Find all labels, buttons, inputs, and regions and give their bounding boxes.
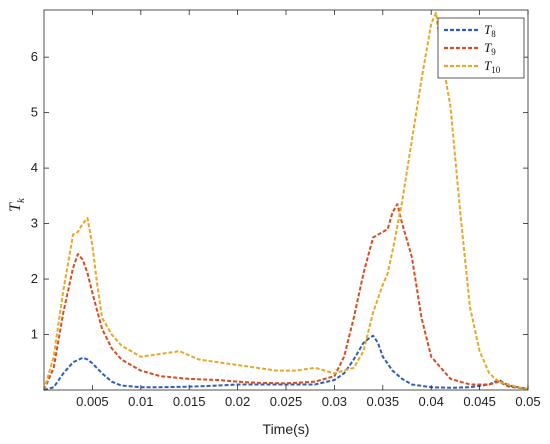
y-tick-label: 5: [31, 105, 38, 120]
x-tick-label: 0.025: [270, 394, 303, 409]
y-tick-label: 4: [31, 160, 38, 175]
x-tick-label: 0.04: [419, 394, 444, 409]
legend: T8 T9 T10: [437, 17, 525, 79]
svg-text:Tk: Tk: [7, 197, 27, 212]
x-tick-label: 0.05: [515, 394, 540, 409]
series-line-t8: [43, 334, 529, 391]
x-tick-label: 0.045: [463, 394, 496, 409]
y-tick-label: 6: [31, 49, 38, 64]
x-tick-label: 0.005: [76, 394, 109, 409]
x-tick-label: 0.01: [128, 394, 153, 409]
y-axis-label: Tk: [7, 197, 27, 212]
y-axis-label-sub: k: [15, 197, 27, 203]
y-axis-label-main: T: [7, 202, 24, 212]
tick-layer: 0.005 0.01 0.015 0.02 0.025 0.03 0.035 0.04 0.04…: [31, 10, 541, 409]
x-tick-label: 0.035: [367, 394, 400, 409]
x-axis-label: Time(s): [263, 421, 310, 437]
legend-label-t8: T8: [484, 22, 496, 39]
y-tick-label: 2: [31, 271, 38, 286]
y-tick-label: 3: [31, 216, 38, 231]
legend-label-t10: T10: [484, 58, 501, 75]
y-tick-label: 1: [31, 327, 38, 342]
x-tick-label: 0.015: [173, 394, 206, 409]
series-layer: [43, 11, 529, 391]
x-tick-label: 0.03: [322, 394, 347, 409]
legend-label-t9: T9: [484, 40, 496, 57]
series-line-t9: [43, 203, 529, 391]
series-line-t10: [43, 11, 529, 391]
x-tick-label: 0.02: [225, 394, 250, 409]
